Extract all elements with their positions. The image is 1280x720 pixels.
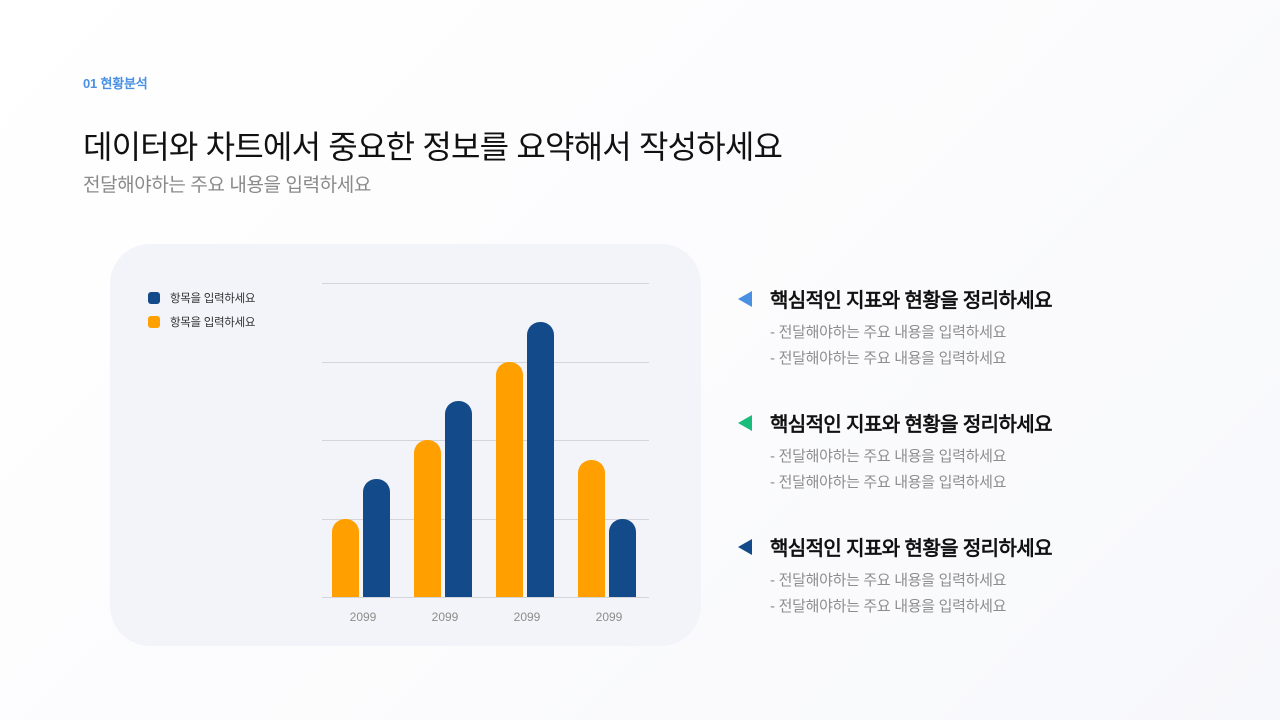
x-tick-label: 2099: [595, 610, 623, 624]
key-point-line: - 전달해야하는 주요 내용을 입력하세요: [770, 474, 1007, 491]
triangle-left-icon: [738, 539, 752, 555]
gridline-baseline: [322, 597, 649, 598]
gridline: [322, 440, 649, 441]
bar-orange: [332, 518, 359, 597]
gridline: [322, 518, 649, 520]
key-point-line: - 전달해야하는 주요 내용을 입력하세요: [770, 572, 1007, 589]
legend-item: 항목을 입력하세요: [148, 310, 255, 334]
legend-swatch-orange: [148, 316, 160, 328]
bar-navy: [445, 400, 472, 597]
page-title: 데이터와 차트에서 중요한 정보를 요약해서 작성하세요: [83, 129, 783, 165]
x-tick-label: 2099: [513, 610, 541, 624]
key-point-title: 핵심적인 지표와 현황을 정리하세요: [770, 538, 1052, 560]
key-point-line: - 전달해야하는 주요 내용을 입력하세요: [770, 598, 1007, 615]
bar-plot: 2099 2099 2099 2099: [322, 283, 650, 624]
key-point-title: 핵심적인 지표와 현황을 정리하세요: [770, 414, 1052, 436]
triangle-left-icon: [738, 415, 752, 431]
bar-group: [322, 283, 404, 597]
legend-swatch-navy: [148, 292, 160, 304]
x-tick-label: 2099: [431, 610, 459, 624]
bar-group: [568, 283, 650, 597]
legend-item: 항목을 입력하세요: [148, 286, 255, 310]
legend-label: 항목을 입력하세요: [170, 317, 256, 329]
page-subtitle: 전달해야하는 주요 내용을 입력하세요: [83, 175, 371, 196]
bar-orange: [578, 459, 605, 597]
chart-card: 항목을 입력하세요 항목을 입력하세요 2099 2099: [110, 244, 701, 646]
x-tick-label: 2099: [349, 610, 377, 624]
gridline: [322, 361, 649, 363]
gridline: [322, 283, 649, 284]
key-point-title: 핵심적인 지표와 현황을 정리하세요: [770, 290, 1052, 312]
bar-navy: [363, 479, 390, 597]
chart-legend: 항목을 입력하세요 항목을 입력하세요: [148, 286, 255, 334]
triangle-left-icon: [738, 291, 752, 307]
bar-navy: [609, 518, 636, 597]
section-label: 01 현황분석: [83, 76, 148, 91]
bar-orange: [414, 440, 441, 597]
bar-group: [486, 283, 568, 597]
bar-navy: [527, 322, 554, 597]
key-point-line: - 전달해야하는 주요 내용을 입력하세요: [770, 324, 1007, 341]
legend-label: 항목을 입력하세요: [170, 293, 256, 305]
bar-group: [404, 283, 486, 597]
bar-orange: [496, 361, 523, 597]
key-point-line: - 전달해야하는 주요 내용을 입력하세요: [770, 350, 1007, 367]
key-point-line: - 전달해야하는 주요 내용을 입력하세요: [770, 448, 1007, 465]
